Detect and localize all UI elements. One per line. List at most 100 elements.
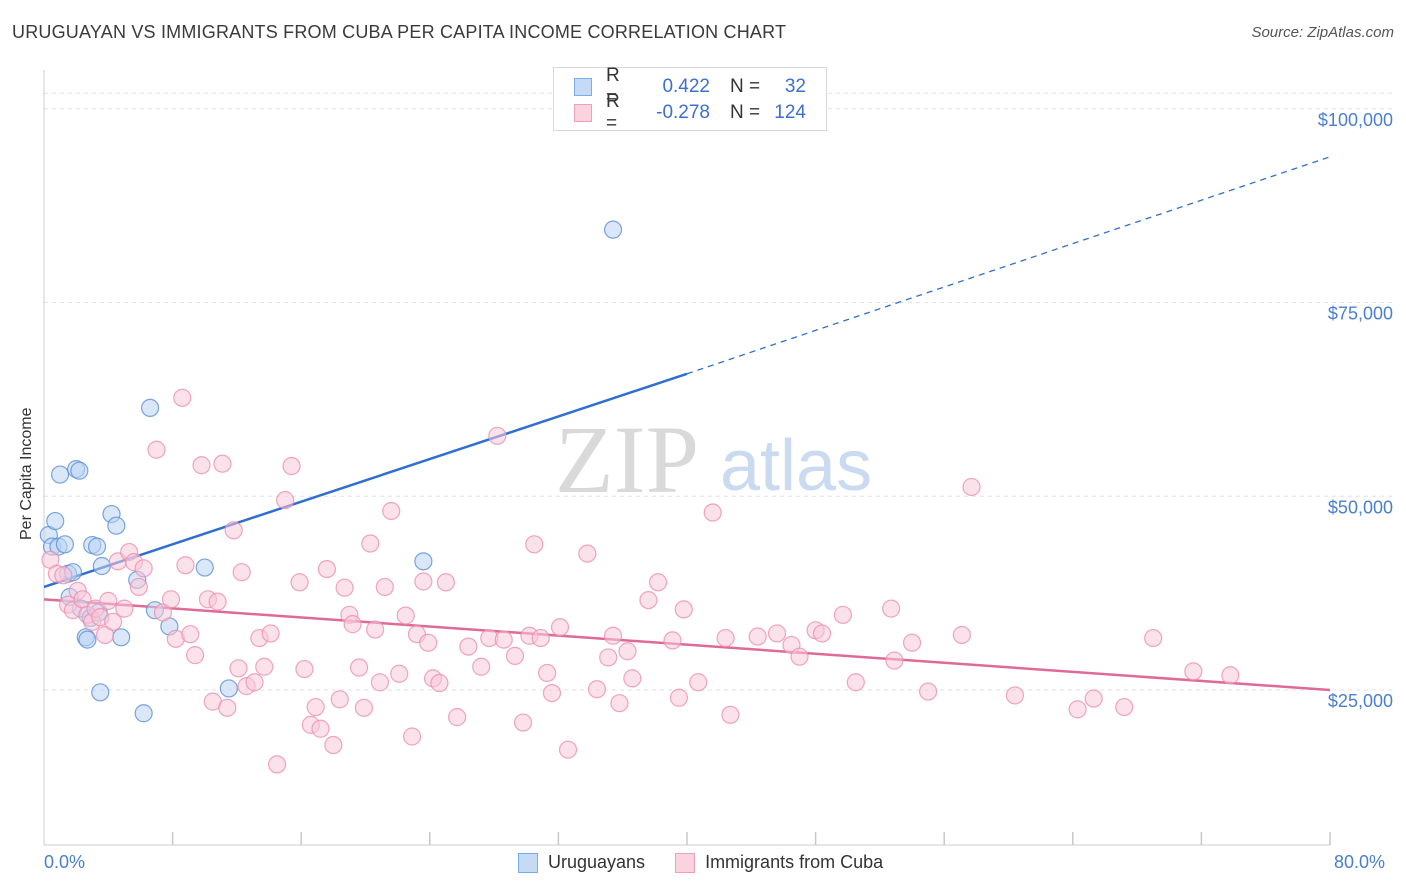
cuba-legend-swatch [675,852,696,873]
cuba-point [229,659,248,678]
cuba-point [430,673,449,693]
cuba-point [414,572,433,591]
cuba-point [882,599,901,618]
cuba-point [603,626,623,645]
cuba-point [748,627,767,646]
cuba-point [716,628,735,648]
cuba-point [361,534,380,553]
watermark: ZIP atlas [555,406,872,513]
cuba-point [261,624,280,643]
cuba-point [317,559,337,579]
cuba-point [448,708,467,727]
uruguayans-point [78,630,97,649]
cuba-point [232,563,251,582]
cuba-point [330,690,349,709]
r-value: 0.422 [662,76,710,97]
cuba-point [349,658,369,677]
cuba-point [962,477,981,497]
cuba-point [306,697,325,717]
cuba-point [255,657,274,676]
legend-item-cuba[interactable]: Immigrants from Cuba [675,852,883,873]
cuba-point [459,637,478,656]
cuba-point [767,624,787,643]
cuba-point [531,628,550,648]
cuba-point [1144,628,1163,648]
cuba-point [403,727,422,746]
cuba-point [674,600,693,619]
cuba-point [54,566,73,585]
cuba-point [335,578,354,597]
cuba-point [173,388,192,407]
cuba-point [324,735,343,755]
cuba-point [161,590,181,609]
n-value: 32 [784,76,806,97]
watermark-zip: ZIP [555,406,699,513]
n-label: N = [730,102,761,123]
stats-row-cuba: R = -0.278 N = 124 [574,91,806,134]
uruguayans-trend-extension [686,156,1331,375]
cuba-point [599,648,618,667]
cuba-point [282,456,301,476]
cuba-point [538,663,557,683]
cuba-point [542,683,562,703]
cuba-point [382,501,401,521]
cuba-point [192,456,211,475]
cuba-point [663,631,682,650]
cuba-point [436,573,455,592]
cuba-point [587,680,607,699]
legend-label: Uruguayans [548,852,646,872]
cuba-point [902,633,922,652]
cuba-point [290,573,309,592]
cuba-point [623,669,642,688]
uruguayans-point [603,220,623,239]
axes [43,70,1331,846]
cuba-point [846,673,865,692]
data-points [39,220,1240,774]
cuba-point [812,624,832,643]
stats-row-uruguayans: R = 0.422 N = 32 [574,65,806,108]
cuba-point [104,612,123,631]
y-tick-label: $100,000 [1318,110,1393,130]
cuba-point [513,713,533,732]
cuba-point [790,647,809,666]
cuba-point [311,719,330,738]
cuba-point [610,694,629,713]
uruguayans-point [107,516,126,535]
source-label: Source: ZipAtlas.com [1251,24,1394,41]
cuba-point [276,491,295,510]
uruguayans-point [87,537,107,556]
cuba-point [218,698,237,717]
cuba-point [618,642,637,661]
cuba-point [147,440,166,459]
cuba-point [703,503,722,522]
cuba-point [396,606,415,625]
legend-item-uruguayans[interactable]: Uruguayans [518,852,645,873]
cuba-point [343,615,362,634]
cuba-point [689,673,708,692]
cuba-point [472,657,491,676]
cuba-point [648,573,668,592]
y-tick-label: $50,000 [1328,497,1393,517]
cuba-point [669,688,689,707]
cuba-point [952,625,971,645]
cuba-point [153,603,173,622]
cuba-point [919,682,938,701]
stats-legend: R = 0.422 N = 32 R = -0.278 N = 124 [553,65,827,134]
cuba-point [390,664,409,683]
uruguayans-point [134,704,153,723]
cuba-point [721,705,740,724]
uruguayans-point [92,556,111,576]
cuba-point [224,521,243,540]
uruguayans-trend-line [43,372,688,589]
chart-title: URUGUAYAN VS IMMIGRANTS FROM CUBA PER CA… [12,22,787,42]
cuba-swatch [574,104,592,122]
cuba-point [1084,689,1103,708]
r-label: R = [606,65,620,108]
cuba-point [181,625,200,644]
uruguayans-point [91,683,110,702]
cuba-point [208,592,227,611]
cuba-point [134,559,153,578]
legend-label: Immigrants from Cuba [705,852,884,872]
cuba-point [885,651,904,670]
